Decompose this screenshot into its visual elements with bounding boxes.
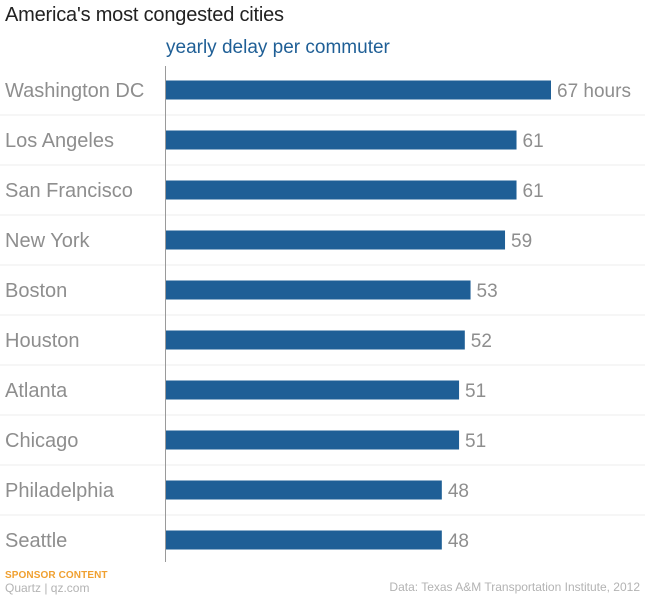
bar — [166, 180, 517, 200]
bar — [166, 230, 506, 250]
category-label: New York — [5, 230, 90, 252]
category-label: Boston — [5, 280, 67, 302]
chart-subtitle: yearly delay per commuter — [166, 37, 390, 58]
value-label: 67 hours — [557, 81, 631, 102]
value-label: 51 — [465, 431, 486, 452]
bar — [166, 130, 517, 150]
bar — [166, 330, 465, 350]
bar — [166, 480, 442, 500]
value-label: 52 — [471, 331, 492, 352]
value-label: 48 — [448, 481, 469, 502]
category-label: Houston — [5, 330, 80, 352]
category-label: Seattle — [5, 530, 67, 552]
source-note: Data: Texas A&M Transportation Institute… — [389, 580, 640, 594]
category-label: Philadelphia — [5, 480, 115, 502]
category-label: San Francisco — [5, 180, 133, 202]
bar-chart: Washington DC Los Angeles San Francisco New… — [0, 66, 645, 562]
chart-title: America's most congested cities — [5, 4, 284, 26]
value-labels: 67 hours 61 61 59 53 52 51 51 48 48 — [448, 81, 631, 552]
value-label: 48 — [448, 531, 469, 552]
gridlines — [0, 114, 645, 516]
bar — [166, 280, 471, 300]
bars — [166, 80, 551, 550]
category-label: Los Angeles — [5, 130, 114, 152]
bar — [166, 380, 460, 400]
bar — [166, 530, 442, 550]
category-label: Atlanta — [5, 380, 68, 402]
bar — [166, 80, 551, 100]
value-label: 53 — [477, 281, 498, 302]
brand-link[interactable]: Quartz | qz.com — [5, 581, 90, 595]
value-label: 61 — [523, 131, 544, 152]
value-label: 59 — [511, 231, 532, 252]
bar — [166, 430, 460, 450]
category-label: Chicago — [5, 430, 78, 452]
category-labels: Washington DC Los Angeles San Francisco New… — [5, 80, 144, 552]
value-label: 61 — [523, 181, 544, 202]
category-label: Washington DC — [5, 80, 144, 102]
value-label: 51 — [465, 381, 486, 402]
sponsor-label: SPONSOR CONTENT — [5, 570, 108, 581]
